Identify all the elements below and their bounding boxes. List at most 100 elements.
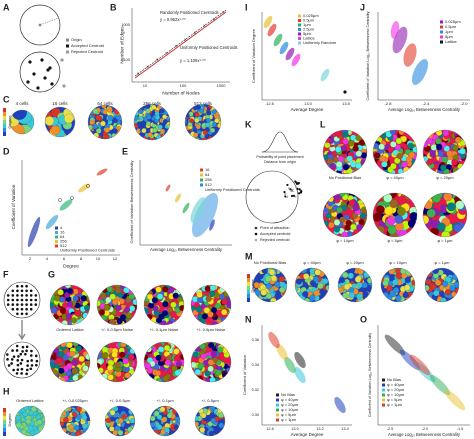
colorbar [3,124,6,128]
cell [208,342,215,349]
cell [121,414,127,420]
dot [298,188,301,191]
cell [440,297,447,302]
panel-letter: J [360,2,365,12]
cell [302,291,309,298]
cell [215,369,222,376]
cell [206,110,212,116]
mosaic [253,268,287,302]
cell [319,288,326,295]
cell [124,423,130,429]
legend-swatch [200,183,203,187]
label: φ = 20μm [346,260,364,265]
cell [217,123,221,129]
colorbar [247,278,250,282]
colorbar [247,282,250,286]
label: Coefficient of Variation Log₁₀ Betweenne… [366,11,370,100]
cell [53,347,60,354]
cell [57,351,65,358]
legend-swatch [55,240,58,243]
label: 100 [123,57,130,62]
dot [20,358,24,362]
cell [105,417,112,423]
label: φ = 1μm [434,260,450,265]
panel-letter: K [245,119,252,129]
cell [162,286,169,293]
cell [344,283,351,290]
cell [432,268,439,274]
rejected [62,84,66,88]
label: 8 [80,256,83,261]
legend-label: 0.025μm [445,19,461,24]
cell [211,122,217,127]
colorbar [3,120,6,124]
cell [362,290,369,298]
dot [25,307,28,311]
arrow [18,320,26,341]
cell [454,136,462,144]
label: φ = 40μm [386,175,404,180]
legend-swatch [382,388,385,392]
panel-letter: L [320,119,326,129]
panel-letter: I [245,2,248,12]
cell [390,141,397,148]
cell [405,269,412,276]
cell [257,273,264,280]
dot [11,298,15,302]
legend-swatch [66,44,69,48]
cell [352,204,359,212]
label: Rejected centroid [260,238,290,242]
label: 12.8 [266,427,273,431]
label: 13.4 [341,427,348,431]
legend-label: Accepted Centroid [71,43,104,48]
legend-label: φ = 5μm [387,397,403,402]
cell [404,277,411,284]
label: Point of attraction [260,226,290,230]
dot [284,192,287,196]
circle [3,281,41,319]
colorbar [3,132,6,136]
label: 12 [113,256,118,261]
cell [199,343,206,350]
legend-label: 16 [60,230,65,235]
cell [82,365,89,372]
legend-swatch [298,41,301,45]
cell [112,128,118,134]
colorbar [3,128,6,132]
fit-line [134,11,227,79]
circle [245,170,299,224]
legend-swatch [276,403,279,407]
cell [451,159,458,166]
cell [342,271,349,279]
cell [396,207,406,216]
cell [203,307,210,314]
cell [395,137,403,145]
label: -2.8 [385,101,393,106]
cell [59,307,66,314]
label: 0.36 [252,338,259,342]
cell [309,294,316,301]
cell [382,292,389,299]
cell [197,362,204,370]
label: 13.0 [291,427,298,431]
cell [111,351,118,358]
cell [136,121,142,127]
cell [148,302,155,309]
cell [350,134,357,141]
dot [29,289,33,293]
cell [59,377,66,382]
cell [22,411,28,417]
label: 512 cells [194,101,213,106]
blob [78,183,90,193]
legend-dot [254,232,258,236]
cell [144,362,152,369]
label: Coefficient of Variation Log₁₀ Betweenne… [368,333,372,417]
cell [69,350,76,357]
cell [279,286,286,293]
cell [227,359,231,366]
cell [101,373,108,380]
panel-letter: C [3,94,10,104]
label: Coefficient of Variation [11,184,16,229]
cell [146,121,151,127]
cell [195,415,199,422]
